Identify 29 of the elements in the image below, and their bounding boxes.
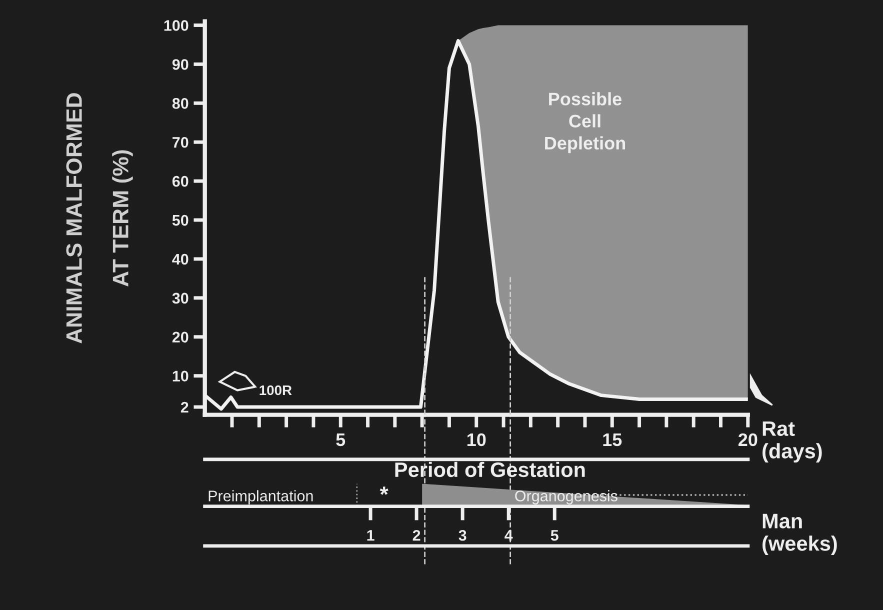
text: Period of Gestation [395, 462, 585, 478]
y-tick-label: 80 [172, 98, 188, 109]
y-tick-label: 30 [172, 292, 188, 304]
x2-tick-label: 4 [504, 530, 513, 541]
x-axis-title: Rat (days) [762, 421, 822, 463]
y-tick-label: 2 [180, 402, 188, 413]
x-tick-label: 20 [738, 433, 758, 446]
y-tick-label: 90 [172, 59, 188, 70]
y-tick-label: 10 [172, 370, 188, 382]
x-tick-label: 15 [603, 434, 622, 446]
x2-axis-title: Man (weeks) [762, 514, 837, 555]
annotation: 100R [260, 385, 292, 396]
text: Organogenesis [515, 490, 618, 504]
x2-tick-label: 5 [550, 530, 558, 541]
y-tick-label: 100 [164, 20, 188, 31]
x2-tick-label: 1 [367, 530, 374, 541]
y-tick-label: 40 [172, 254, 188, 265]
y-tick-label: 70 [172, 136, 188, 148]
text: * [380, 486, 388, 495]
x2-tick-label: 2 [412, 530, 420, 541]
y-tick-label: 60 [172, 176, 188, 187]
x-tick-label: 5 [336, 434, 346, 446]
x2-tick-label: 3 [458, 530, 466, 541]
y-tick-label: 50 [172, 214, 188, 226]
y-tick-label: 20 [172, 332, 188, 343]
text: Preimplantation [208, 490, 313, 504]
x-tick-label: 10 [467, 433, 486, 446]
annotation: Possible Cell Depletion [545, 92, 625, 154]
text: ANIMALS MALFORMED AT TERM (%) [66, 93, 133, 344]
